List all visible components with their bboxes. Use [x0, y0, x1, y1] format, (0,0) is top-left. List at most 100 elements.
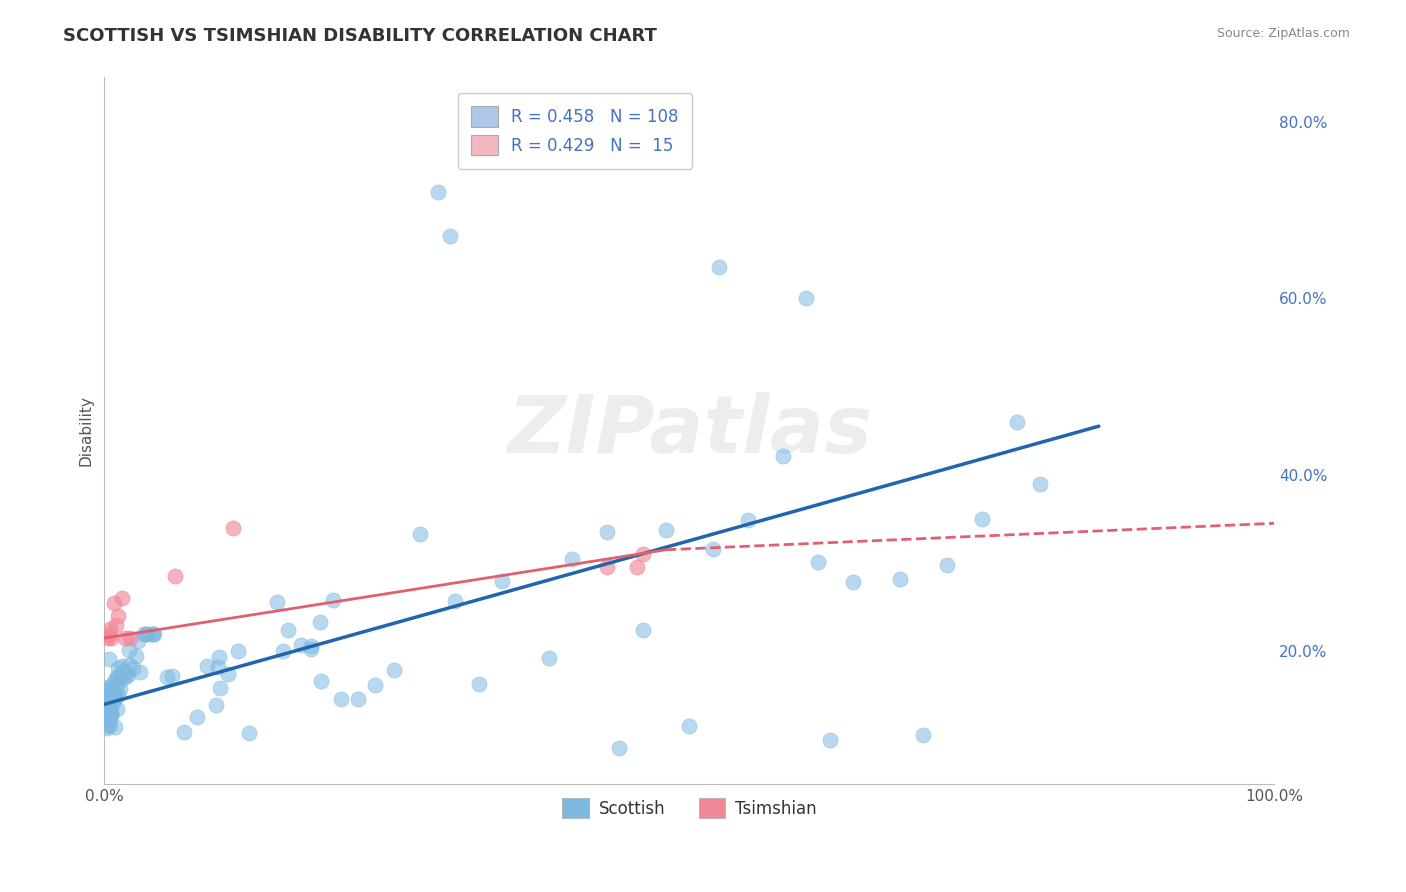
Point	[468, 677, 491, 691]
Point	[537, 650, 560, 665]
Point	[111, 591, 134, 606]
Point	[94, 706, 117, 721]
Point	[561, 552, 583, 566]
Point	[96, 719, 118, 733]
Point	[631, 623, 654, 637]
Point	[96, 690, 118, 704]
Point	[100, 700, 122, 714]
Point	[101, 678, 124, 692]
Point	[104, 690, 127, 705]
Point	[322, 592, 344, 607]
Point	[173, 725, 195, 739]
Point	[103, 686, 125, 700]
Point	[596, 525, 619, 540]
Point	[107, 609, 129, 624]
Point	[118, 658, 141, 673]
Point	[97, 711, 120, 725]
Point	[98, 679, 121, 693]
Point	[96, 691, 118, 706]
Point	[105, 617, 128, 632]
Point	[94, 704, 117, 718]
Point	[208, 649, 231, 664]
Point	[299, 641, 322, 656]
Point	[94, 714, 117, 729]
Point	[226, 644, 249, 658]
Point	[96, 721, 118, 735]
Point	[807, 555, 830, 569]
Point	[444, 593, 467, 607]
Point	[290, 638, 312, 652]
Point	[222, 521, 245, 535]
Point	[311, 673, 333, 688]
Point	[98, 710, 121, 724]
Point	[135, 626, 157, 640]
Point	[347, 691, 370, 706]
Point	[970, 511, 993, 525]
Point	[409, 527, 432, 541]
Point	[141, 626, 163, 640]
Point	[105, 670, 128, 684]
Point	[156, 670, 179, 684]
Point	[208, 681, 231, 696]
Point	[195, 659, 218, 673]
Text: ZIPatlas: ZIPatlas	[508, 392, 872, 469]
Point	[103, 673, 125, 688]
Point	[117, 668, 139, 682]
Point	[107, 661, 129, 675]
Point	[491, 574, 513, 588]
Point	[103, 596, 125, 610]
Point	[1029, 477, 1052, 491]
Point	[607, 741, 630, 756]
Point	[96, 697, 118, 711]
Point	[105, 670, 128, 684]
Point	[678, 719, 700, 733]
Text: SCOTTISH VS TSIMSHIAN DISABILITY CORRELATION CHART: SCOTTISH VS TSIMSHIAN DISABILITY CORRELA…	[63, 27, 657, 45]
Point	[108, 682, 131, 697]
Point	[101, 695, 124, 709]
Point	[94, 688, 117, 702]
Point	[132, 626, 155, 640]
Point	[772, 449, 794, 463]
Point	[97, 631, 120, 645]
Point	[217, 666, 239, 681]
Point	[94, 704, 117, 718]
Point	[818, 732, 841, 747]
Legend: Scottish, Tsimshian: Scottish, Tsimshian	[555, 791, 824, 825]
Point	[107, 689, 129, 703]
Point	[96, 681, 118, 696]
Point	[266, 595, 288, 609]
Point	[702, 542, 724, 557]
Point	[100, 631, 122, 645]
Point	[94, 716, 117, 731]
Point	[129, 665, 152, 680]
Point	[105, 679, 128, 693]
Point	[299, 639, 322, 653]
Point	[96, 696, 118, 710]
Point	[163, 569, 186, 583]
Point	[796, 291, 818, 305]
Point	[114, 631, 136, 645]
Point	[330, 691, 353, 706]
Point	[205, 698, 228, 712]
Point	[382, 663, 405, 677]
Point	[364, 678, 387, 692]
Point	[277, 623, 299, 637]
Y-axis label: Disability: Disability	[79, 395, 93, 466]
Point	[97, 712, 120, 726]
Point	[912, 728, 935, 742]
Point	[98, 706, 121, 720]
Point	[98, 718, 121, 732]
Point	[98, 622, 121, 636]
Point	[737, 513, 759, 527]
Point	[426, 185, 449, 199]
Point	[104, 687, 127, 701]
Point	[238, 726, 260, 740]
Point	[98, 690, 121, 704]
Point	[271, 643, 294, 657]
Point	[118, 643, 141, 657]
Point	[98, 652, 121, 666]
Point	[142, 626, 165, 640]
Point	[135, 626, 157, 640]
Point	[889, 572, 911, 586]
Point	[111, 664, 134, 678]
